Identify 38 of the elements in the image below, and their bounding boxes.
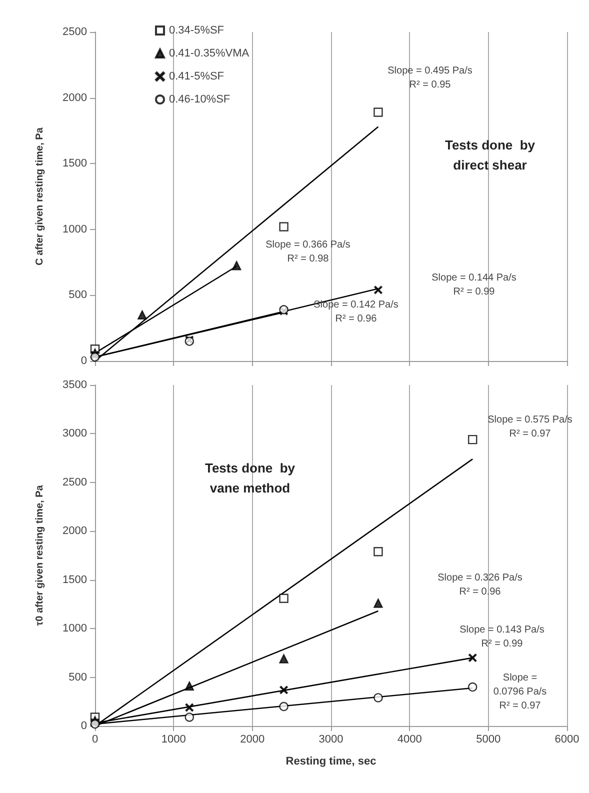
y-tick-label: 0 <box>80 720 87 732</box>
y-tick-label: 2500 <box>62 476 87 488</box>
x-tick-label: 5000 <box>476 734 501 746</box>
x-tick-label: 1000 <box>161 734 186 746</box>
y-tick-label: 2000 <box>62 525 87 538</box>
annotation: Slope = 0.142 Pa/s R² = 0.96 <box>314 300 398 324</box>
y-tick-label: 1000 <box>62 622 87 635</box>
annotation: Slope = 0.144 Pa/s R² = 0.99 <box>432 272 516 298</box>
y-tick-label: 2500 <box>62 26 87 38</box>
y-tick-label: 0 <box>80 355 87 367</box>
y-tick-label: 500 <box>68 671 87 684</box>
y-axis-title: C after given resting time, Pa <box>34 127 46 266</box>
y-axis-title: τ0 after given resting time, Pa <box>34 484 46 626</box>
annotation: Slope = 0.0796 Pa/s R² = 0.97 <box>493 672 547 712</box>
x-tick-label: 0 <box>92 734 98 746</box>
annotation: Slope = 0.143 Pa/s R² = 0.99 <box>460 624 544 650</box>
legend-label: 0.41-5%SF <box>169 70 224 82</box>
legend-label: 0.46-10%SF <box>169 94 230 106</box>
y-tick-label: 3000 <box>62 428 87 440</box>
legend-label: 0.34-5%SF <box>169 24 224 36</box>
y-tick-label: 2000 <box>62 92 87 104</box>
annotation: Tests done by vane method <box>204 460 296 496</box>
x-tick-label: 4000 <box>397 734 422 746</box>
y-tick-label: 1500 <box>62 158 87 170</box>
x-tick-label: 6000 <box>554 734 580 746</box>
annotation: Slope = 0.366 Pa/s R² = 0.98 <box>266 240 350 264</box>
annotation: Slope = 0.326 Pa/s R² = 0.96 <box>438 572 522 598</box>
x-axis-title: Resting time, sec <box>286 756 376 768</box>
annotation: Slope = 0.495 Pa/s R² = 0.95 <box>388 66 472 90</box>
y-tick-label: 1000 <box>62 223 87 236</box>
y-tick-label: 500 <box>68 289 87 302</box>
x-tick-label: 3000 <box>318 734 344 746</box>
y-tick-label: 1500 <box>62 574 87 586</box>
x-tick-label: 2000 <box>240 734 265 746</box>
annotation: Slope = 0.575 Pa/s R² = 0.97 <box>488 414 572 440</box>
y-tick-label: 3500 <box>62 379 87 391</box>
annotation: Tests done by direct shear <box>444 138 536 172</box>
legend-label: 0.41-0.35%VMA <box>169 48 250 60</box>
